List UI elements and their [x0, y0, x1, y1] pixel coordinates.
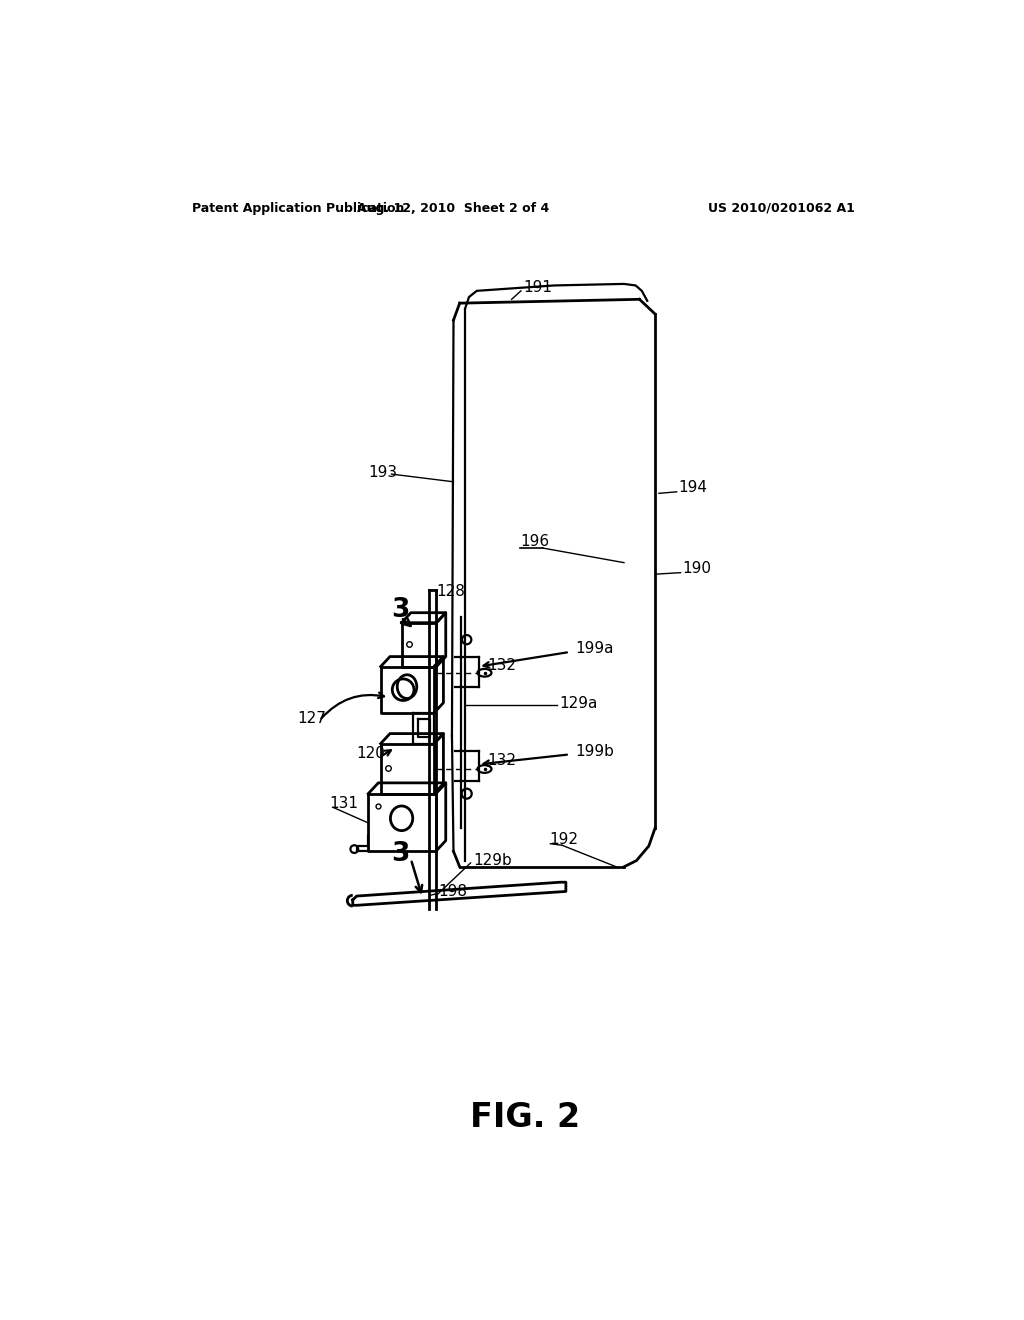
Text: 128: 128 — [436, 583, 465, 599]
Text: 190: 190 — [682, 561, 711, 577]
Text: 120: 120 — [356, 746, 385, 762]
Text: 194: 194 — [678, 480, 708, 495]
Text: 191: 191 — [523, 280, 552, 296]
Text: 132: 132 — [487, 752, 516, 768]
Text: 199a: 199a — [575, 642, 613, 656]
Text: 129b: 129b — [473, 853, 512, 869]
Text: US 2010/0201062 A1: US 2010/0201062 A1 — [708, 202, 855, 215]
Text: Aug. 12, 2010  Sheet 2 of 4: Aug. 12, 2010 Sheet 2 of 4 — [357, 202, 550, 215]
Text: 3: 3 — [391, 841, 410, 867]
Text: 132: 132 — [487, 657, 516, 673]
Text: 131: 131 — [330, 796, 358, 812]
Text: 199b: 199b — [575, 743, 614, 759]
Text: Patent Application Publication: Patent Application Publication — [191, 202, 403, 215]
Text: 198: 198 — [438, 884, 467, 899]
Text: FIG. 2: FIG. 2 — [470, 1101, 580, 1134]
Text: 196: 196 — [520, 533, 549, 549]
Text: 193: 193 — [369, 465, 397, 480]
Text: 192: 192 — [549, 833, 578, 847]
Text: 127: 127 — [297, 710, 326, 726]
Text: 129a: 129a — [559, 696, 597, 711]
Text: 3: 3 — [391, 598, 410, 623]
